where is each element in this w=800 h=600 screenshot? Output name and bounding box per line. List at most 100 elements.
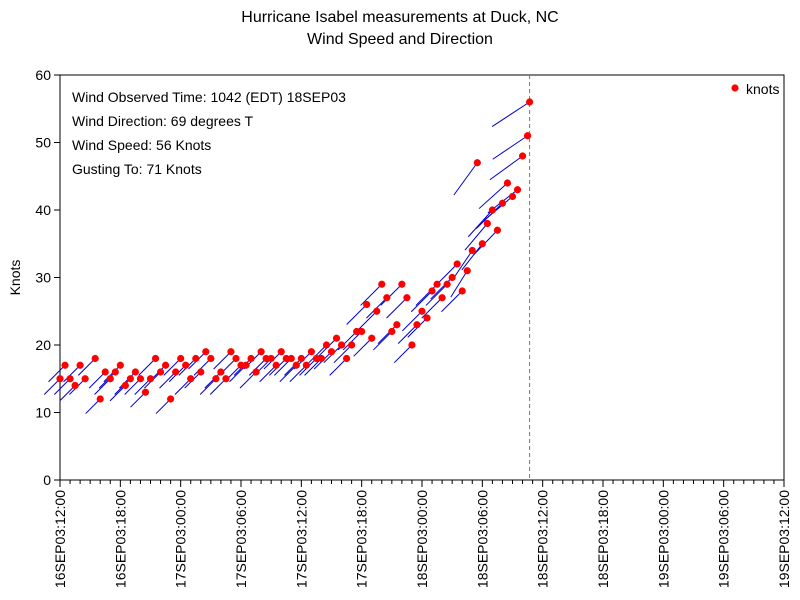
wind-vector <box>239 371 257 389</box>
wind-speed-point <box>282 354 290 363</box>
y-tick-label: 20 <box>35 337 51 353</box>
wind-vector <box>489 155 523 181</box>
wind-speed-point <box>292 361 300 369</box>
wind-speed-point <box>252 368 260 376</box>
wind-speed-point <box>96 395 104 403</box>
x-tick-label: 18SEP03:00:00 <box>414 490 430 588</box>
wind-vector <box>453 162 478 196</box>
wind-speed-point <box>317 354 326 363</box>
x-tick-label: 17SEP03:06:00 <box>233 490 249 588</box>
wind-vector <box>425 283 448 306</box>
wind-speed-point <box>443 280 451 288</box>
wind-vector <box>464 223 488 251</box>
x-tick-label: 19SEP03:12:00 <box>776 490 792 588</box>
wind-speed-point <box>478 240 486 248</box>
wind-vector <box>88 371 106 389</box>
wind-speed-point <box>503 179 512 187</box>
wind-speed-point <box>151 354 160 363</box>
wind-speed-point <box>373 307 381 315</box>
wind-speed-point <box>348 341 356 349</box>
wind-speed-point <box>337 341 346 349</box>
y-tick-label: 0 <box>43 472 51 488</box>
wind-speed-point <box>513 186 522 194</box>
x-tick-label: 16SEP03:12:00 <box>52 490 68 588</box>
wind-speed-point <box>488 206 496 214</box>
wind-vector <box>279 364 297 383</box>
wind-vector <box>491 101 530 127</box>
wind-vector <box>77 358 96 376</box>
wind-speed-point <box>257 348 265 356</box>
wind-vector <box>53 378 71 395</box>
wind-speed-point <box>111 368 119 376</box>
wind-speed-point <box>408 341 416 349</box>
x-tick-label: 18SEP03:06:00 <box>474 490 490 588</box>
x-tick-label: 17SEP03:18:00 <box>354 490 370 588</box>
wind-vector <box>467 209 493 238</box>
y-tick-label: 50 <box>35 135 51 151</box>
wind-vector <box>174 378 192 395</box>
wind-vector <box>59 385 76 402</box>
wind-speed-point <box>156 368 165 376</box>
wind-speed-point <box>468 246 476 255</box>
wind-speed-point <box>473 159 481 167</box>
wind-speed-point <box>413 321 421 329</box>
wind-speed-point <box>423 314 431 322</box>
wind-speed-point <box>363 300 371 309</box>
wind-speed-point <box>182 361 190 369</box>
annotation-line: Wind Observed Time: 1042 (EDT) 18SEP03 <box>72 89 346 105</box>
wind-speed-point <box>518 152 527 160</box>
x-tick-label: 19SEP03:06:00 <box>716 490 732 588</box>
wind-vector <box>450 270 468 298</box>
wind-speed-point <box>307 348 315 356</box>
wind-speed-point <box>212 375 220 383</box>
y-tick-label: 60 <box>35 67 51 83</box>
wind-vector <box>346 304 368 325</box>
wind-speed-point <box>312 354 321 363</box>
wind-speed-point <box>272 361 280 369</box>
wind-speed-point <box>106 375 114 383</box>
wind-speed-point <box>227 348 235 356</box>
annotation-line: Gusting To: 71 Knots <box>72 161 202 177</box>
wind-speed-point <box>277 348 285 356</box>
wind-speed-point <box>378 280 386 288</box>
legend-label: knots <box>746 81 779 97</box>
wind-speed-point <box>287 354 295 363</box>
x-tick-label: 19SEP03:00:00 <box>655 490 671 588</box>
wind-vector <box>284 358 302 376</box>
wind-speed-point <box>161 361 170 369</box>
wind-speed-point <box>222 375 230 383</box>
wind-speed-point <box>433 280 441 288</box>
wind-speed-point <box>358 327 366 336</box>
wind-speed-point <box>207 354 215 363</box>
annotation-line: Wind Direction: 69 degrees T <box>72 113 253 129</box>
wind-speed-point <box>493 226 502 234</box>
wind-vector <box>393 344 413 364</box>
wind-vector <box>461 243 483 271</box>
wind-vector <box>193 358 212 376</box>
legend-marker <box>731 84 739 92</box>
wind-vector <box>308 344 327 364</box>
wind-vector <box>333 344 352 364</box>
wind-speed-point <box>523 132 532 140</box>
wind-speed-point <box>56 375 64 383</box>
wind-speed-point <box>418 307 426 315</box>
wind-vector <box>124 378 141 395</box>
wind-speed-point <box>428 287 436 295</box>
wind-speed-point <box>302 361 310 369</box>
wind-speed-point <box>498 199 507 207</box>
wind-speed-point <box>101 368 109 376</box>
wind-vector <box>163 358 182 376</box>
wind-vector <box>397 324 418 344</box>
wind-speed-point <box>202 348 210 356</box>
x-tick-label: 16SEP03:18:00 <box>112 490 128 588</box>
wind-speed-point <box>403 294 411 302</box>
wind-vector <box>342 331 363 351</box>
chart-title: Hurricane Isabel measurements at Duck, N… <box>241 9 559 26</box>
wind-speed-point <box>141 388 150 396</box>
wind-vector <box>421 297 443 319</box>
wind-vector <box>377 324 398 344</box>
wind-speed-point <box>187 375 195 383</box>
wind-speed-point <box>508 192 517 201</box>
wind-speed-point <box>91 354 99 363</box>
x-tick-label: 17SEP03:12:00 <box>293 490 309 588</box>
